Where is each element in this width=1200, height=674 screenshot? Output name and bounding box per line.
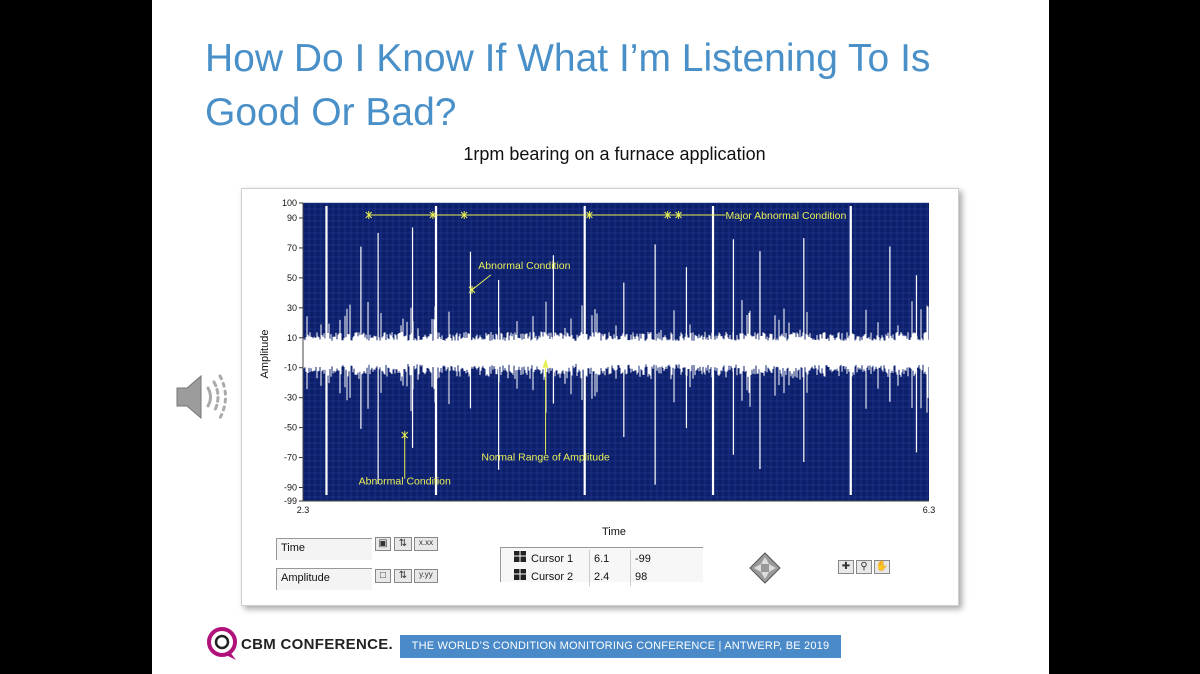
y-tick-label: 100	[282, 198, 297, 208]
annotation-label: Abnormal Condition	[359, 476, 451, 488]
cursor-move-diamond-icon[interactable]	[749, 552, 781, 584]
footer-banner: THE WORLD’S CONDITION MONITORING CONFERE…	[400, 635, 841, 658]
cursor-row-1[interactable]: Cursor 1 6.1 -99	[513, 550, 673, 568]
y-tick-label: 10	[287, 333, 297, 343]
annotation-marker	[460, 210, 468, 219]
y-axis-ticks: 100 90 70 50 30 10 -10 -30 -50 -70 -90 -99	[282, 198, 303, 506]
x-tick-label: 6.3	[923, 505, 936, 515]
y-tick-label: 50	[287, 273, 297, 283]
cursor-1-icon	[513, 550, 527, 568]
cursor-2-icon	[513, 568, 527, 586]
cursor-1-name: Cursor 1	[531, 552, 574, 565]
annotation-marker	[429, 210, 437, 219]
annotation-marker	[586, 210, 593, 219]
slide-title: How Do I Know If What I’m Listening To I…	[205, 32, 1035, 140]
annotations: Major Abnormal Condition Abnormal Conditi…	[359, 210, 847, 488]
annotation-label: Abnormal Condition	[478, 260, 570, 272]
annotation-marker	[365, 210, 373, 219]
y-format-button[interactable]: y.yy	[414, 569, 438, 583]
waveform-panel: 100 90 70 50 30 10 -10 -30 -50 -70 -90 -99 2.3 6.3 M…	[241, 188, 959, 606]
pan-hand-tool-icon[interactable]: ✋	[874, 560, 890, 574]
annotation-label: Normal Range of Amplitude	[481, 452, 610, 464]
impact-spikes	[325, 205, 918, 496]
y-tick-label: 70	[287, 243, 297, 253]
y-tick-label: -99	[284, 496, 297, 506]
cursor-2-name: Cursor 2	[531, 570, 574, 583]
cursor-1-y: -99	[630, 550, 673, 568]
y-axis-label: Amplitude	[259, 330, 271, 379]
slide-title-line-2: Good Or Bad?	[205, 91, 457, 134]
slide: How Do I Know If What I’m Listening To I…	[152, 0, 1049, 674]
x-format-button[interactable]: x.xx	[414, 537, 438, 551]
cursor-2-x: 2.4	[589, 568, 631, 586]
x-autoscale-button[interactable]: ⇅	[394, 537, 412, 551]
y-tick-label: -70	[284, 453, 297, 463]
y-tick-label: 30	[287, 303, 297, 313]
zoom-tool-icon[interactable]: ⚲	[856, 560, 872, 574]
annotation-label: Major Abnormal Condition	[726, 210, 847, 222]
slide-title-line-1: How Do I Know If What I’m Listening To I…	[205, 37, 931, 80]
y-lock-button[interactable]: □	[375, 569, 391, 583]
audio-speaker-icon[interactable]	[175, 370, 235, 424]
amplitude-scale-label: Amplitude	[276, 568, 372, 590]
y-tick-label: -10	[284, 363, 297, 373]
x-axis-ticks: 2.3 6.3	[297, 505, 936, 515]
cbm-conference-logo-text: CBM CONFERENCE.	[241, 636, 394, 653]
y-tick-label: 90	[287, 213, 297, 223]
crosshair-tool-icon[interactable]: ✚	[838, 560, 854, 574]
x-tick-label: 2.3	[297, 505, 310, 515]
slide-subtitle: 1rpm bearing on a furnace application	[463, 144, 766, 164]
cursor-row-2[interactable]: Cursor 2 2.4 98	[513, 568, 673, 586]
y-autoscale-button[interactable]: ⇅	[394, 569, 412, 583]
cursor-legend[interactable]: Cursor 1 6.1 -99 Cursor 2 2.4 98	[500, 547, 703, 586]
x-lock-button[interactable]: ▣	[375, 537, 391, 551]
time-scale-label: Time	[276, 538, 372, 560]
annotation-arrowhead	[542, 358, 549, 368]
cursor-1-x: 6.1	[589, 550, 631, 568]
cursor-2-y: 98	[630, 568, 673, 586]
annotation-marker	[664, 210, 671, 219]
y-tick-label: -30	[284, 393, 297, 403]
waveform-chart[interactable]: 100 90 70 50 30 10 -10 -30 -50 -70 -90 -99 2.3 6.3 M…	[242, 189, 958, 605]
y-tick-label: -90	[284, 483, 297, 493]
annotation-arrow	[471, 274, 492, 291]
annotation-marker	[675, 210, 682, 219]
x-axis-label: Time	[602, 526, 626, 538]
y-tick-label: -50	[284, 423, 297, 433]
cbm-logo-icon	[207, 627, 237, 660]
